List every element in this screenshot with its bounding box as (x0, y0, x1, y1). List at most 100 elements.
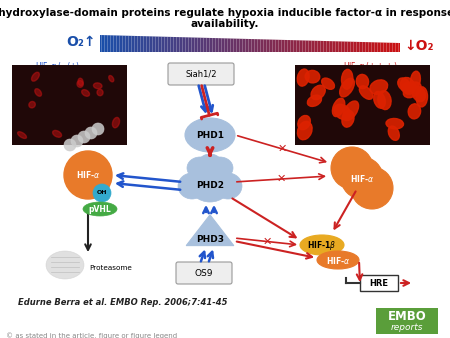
Polygon shape (127, 36, 129, 52)
Polygon shape (264, 39, 265, 52)
Polygon shape (205, 38, 207, 52)
Polygon shape (142, 36, 144, 52)
Polygon shape (244, 39, 246, 52)
Polygon shape (302, 41, 304, 52)
Polygon shape (271, 40, 273, 52)
Ellipse shape (83, 202, 117, 216)
Polygon shape (183, 37, 184, 52)
Polygon shape (187, 37, 189, 52)
Text: HIF-1$\beta$: HIF-1$\beta$ (307, 239, 337, 251)
Ellipse shape (29, 101, 35, 108)
Polygon shape (345, 42, 346, 52)
Polygon shape (325, 41, 327, 52)
Polygon shape (212, 38, 214, 52)
Text: O₂↑: O₂↑ (67, 34, 96, 48)
Polygon shape (174, 37, 175, 52)
Polygon shape (280, 40, 282, 52)
Text: HIF-$\alpha$: HIF-$\alpha$ (326, 255, 350, 266)
Polygon shape (268, 40, 270, 52)
Polygon shape (138, 36, 139, 52)
Polygon shape (396, 43, 397, 52)
Polygon shape (383, 43, 385, 52)
Polygon shape (180, 37, 181, 52)
Polygon shape (327, 41, 328, 52)
Polygon shape (216, 38, 217, 52)
Polygon shape (367, 42, 369, 52)
Polygon shape (220, 38, 221, 52)
Polygon shape (293, 40, 295, 52)
Text: Edurne Berra et al. EMBO Rep. 2006;7:41-45: Edurne Berra et al. EMBO Rep. 2006;7:41-… (18, 298, 228, 307)
Polygon shape (388, 43, 390, 52)
Polygon shape (230, 39, 232, 52)
Polygon shape (275, 40, 277, 52)
Polygon shape (124, 35, 126, 52)
Polygon shape (189, 38, 190, 52)
Text: Proteasome: Proteasome (89, 265, 132, 271)
Polygon shape (172, 37, 174, 52)
Polygon shape (364, 42, 365, 52)
Circle shape (331, 147, 373, 189)
Polygon shape (192, 38, 193, 52)
Polygon shape (121, 35, 122, 52)
Polygon shape (234, 39, 235, 52)
Polygon shape (194, 38, 196, 52)
Polygon shape (210, 38, 211, 52)
Polygon shape (270, 40, 271, 52)
Polygon shape (351, 42, 352, 52)
Polygon shape (108, 35, 109, 52)
Text: ↓O₂: ↓O₂ (404, 39, 433, 52)
Ellipse shape (298, 116, 310, 130)
Polygon shape (372, 42, 373, 52)
Polygon shape (378, 42, 379, 52)
Ellipse shape (214, 173, 242, 199)
Text: © as stated in the article, figure or figure legend: © as stated in the article, figure or fi… (6, 332, 177, 338)
Ellipse shape (416, 87, 427, 107)
Polygon shape (284, 40, 286, 52)
Polygon shape (304, 41, 306, 52)
Polygon shape (100, 35, 102, 52)
Polygon shape (346, 42, 347, 52)
Polygon shape (102, 35, 103, 52)
Polygon shape (130, 36, 131, 52)
Polygon shape (298, 40, 300, 52)
Polygon shape (117, 35, 118, 52)
Polygon shape (225, 38, 226, 52)
Polygon shape (257, 39, 259, 52)
Text: ✕: ✕ (278, 144, 287, 154)
Ellipse shape (378, 91, 391, 110)
Polygon shape (363, 42, 364, 52)
Polygon shape (229, 39, 230, 52)
Polygon shape (309, 41, 310, 52)
Polygon shape (352, 42, 354, 52)
Circle shape (64, 151, 112, 199)
Ellipse shape (400, 77, 415, 94)
Polygon shape (373, 42, 374, 52)
Polygon shape (176, 37, 178, 52)
Polygon shape (399, 43, 400, 52)
Polygon shape (248, 39, 250, 52)
Polygon shape (109, 35, 111, 52)
Polygon shape (370, 42, 372, 52)
Polygon shape (333, 41, 334, 52)
Polygon shape (310, 41, 311, 52)
Polygon shape (147, 36, 148, 52)
Ellipse shape (46, 251, 84, 279)
Polygon shape (334, 41, 336, 52)
Polygon shape (256, 39, 257, 52)
Polygon shape (237, 39, 238, 52)
Polygon shape (171, 37, 172, 52)
Polygon shape (306, 41, 307, 52)
Polygon shape (319, 41, 320, 52)
Polygon shape (324, 41, 325, 52)
Polygon shape (201, 38, 202, 52)
Circle shape (64, 139, 76, 151)
Ellipse shape (297, 121, 312, 140)
Ellipse shape (374, 92, 385, 108)
Circle shape (78, 131, 90, 143)
Text: EMBO: EMBO (387, 310, 427, 322)
Ellipse shape (388, 126, 399, 140)
Polygon shape (356, 42, 358, 52)
Text: HRE: HRE (369, 279, 388, 288)
Polygon shape (169, 37, 171, 52)
Polygon shape (184, 37, 185, 52)
